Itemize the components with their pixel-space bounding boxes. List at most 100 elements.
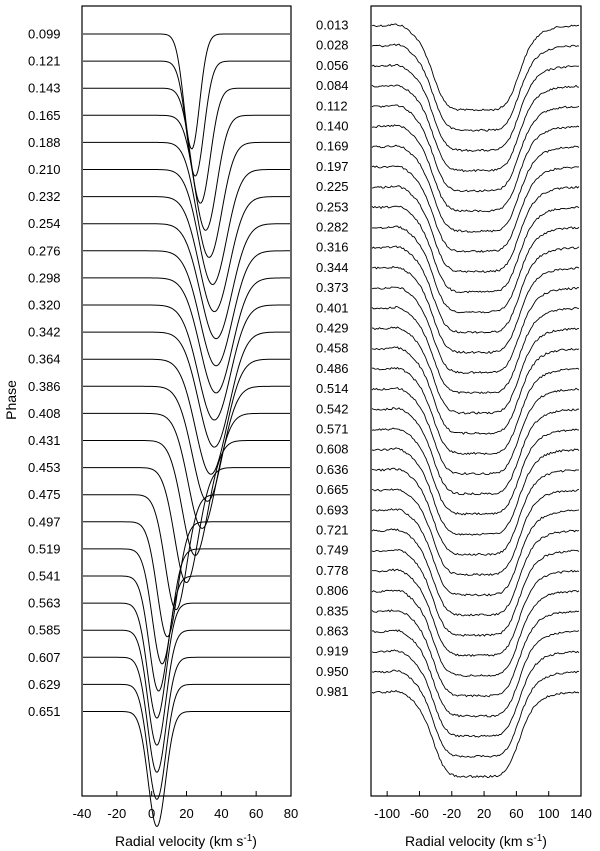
right-profile-line — [371, 366, 580, 455]
left-phase-label: 0.143 — [28, 81, 61, 96]
left-phase-labels: 0.099 0.121 0.143 0.165 0.188 0.210 0.232 0.254… — [28, 27, 61, 720]
left-phase-label: 0.497 — [28, 514, 61, 529]
left-profile-line — [83, 602, 290, 719]
left-phase-label: 0.585 — [28, 623, 61, 638]
right-profile-line — [371, 144, 580, 233]
left-phase-label: 0.298 — [28, 270, 61, 285]
right-x-tick-label: -60 — [410, 806, 429, 821]
right-profile-line — [371, 649, 580, 738]
right-profile-line — [371, 286, 580, 374]
left-phase-label: 0.651 — [28, 704, 61, 719]
right-phase-label: 0.542 — [316, 401, 349, 416]
left-x-tick-label: -20 — [107, 806, 126, 821]
left-phase-label: 0.431 — [28, 433, 61, 448]
left-phase-label: 0.121 — [28, 54, 61, 69]
right-x-tick-label: 100 — [538, 806, 560, 821]
right-profile-line — [371, 387, 580, 475]
left-profile-line — [83, 196, 290, 313]
right-x-axis-title: Radial velocity (km s-1) — [405, 833, 547, 849]
right-profile-line — [371, 629, 580, 718]
right-profile-line — [371, 427, 579, 516]
right-phase-label: 0.778 — [316, 563, 349, 578]
left-phase-label: 0.607 — [28, 650, 61, 665]
right-profile-line — [371, 326, 580, 415]
left-profile-line — [83, 304, 290, 421]
left-profile-line — [83, 358, 290, 475]
right-profile-line — [371, 488, 580, 576]
left-phase-label: 0.165 — [28, 108, 61, 123]
right-profile-line — [371, 548, 580, 637]
left-panel: 0.099 0.121 0.143 0.165 0.188 0.210 0.232 0.254… — [28, 5, 298, 849]
right-phase-label: 0.721 — [316, 523, 349, 538]
left-phase-label: 0.475 — [28, 487, 61, 502]
left-x-tick-label: -40 — [73, 806, 92, 821]
right-phase-label: 0.514 — [316, 381, 349, 396]
right-plot-frame — [370, 5, 582, 797]
right-phase-label: 0.140 — [316, 119, 349, 134]
right-profile-line — [371, 467, 580, 556]
left-profile-line — [83, 467, 290, 583]
right-profile-line — [371, 689, 580, 779]
right-profile-line — [371, 84, 580, 173]
right-profile-line — [371, 23, 580, 112]
left-profile-line — [83, 223, 290, 340]
left-profile-line — [83, 277, 290, 394]
right-profile-line — [371, 589, 580, 677]
right-x-axis: -100 -60 -20 20 60 100 140 — [374, 791, 592, 821]
right-phase-label: 0.571 — [316, 422, 349, 437]
right-phase-label: 0.806 — [316, 583, 349, 598]
left-x-tick-label: 60 — [249, 806, 263, 821]
left-phase-label: 0.188 — [28, 135, 61, 150]
left-x-tick-label: 20 — [179, 806, 193, 821]
right-phase-label: 0.950 — [316, 664, 349, 679]
left-profile-line — [83, 250, 290, 367]
left-x-axis-title: Radial velocity (km s-1) — [115, 833, 257, 849]
right-x-tick-label: -20 — [442, 806, 461, 821]
left-profile-line — [83, 87, 290, 204]
left-phase-label: 0.276 — [28, 243, 61, 258]
right-profile-line — [371, 265, 580, 354]
left-profile-line — [83, 114, 290, 231]
right-phase-label: 0.028 — [316, 38, 349, 53]
right-phase-label: 0.749 — [316, 543, 349, 558]
left-profile-line — [83, 711, 290, 828]
left-profile-line — [83, 385, 290, 502]
left-profile-line — [83, 141, 290, 258]
left-x-axis: -40 -20 0 20 40 60 80 — [73, 791, 298, 821]
right-profile-line — [371, 185, 580, 274]
right-phase-label: 0.169 — [316, 139, 349, 154]
right-phase-label: 0.197 — [316, 159, 349, 174]
y-axis-title: Phase — [3, 380, 19, 420]
left-phase-label: 0.541 — [28, 569, 61, 584]
right-profile-line — [371, 104, 580, 193]
left-phase-label: 0.342 — [28, 325, 61, 340]
right-phase-label: 0.401 — [316, 300, 349, 315]
left-phase-label: 0.386 — [28, 379, 61, 394]
right-phase-label: 0.013 — [316, 18, 349, 33]
right-profile-lines — [371, 23, 580, 779]
right-profile-line — [371, 305, 580, 395]
right-phase-label: 0.486 — [316, 361, 349, 376]
left-x-tick-label: 0 — [148, 806, 155, 821]
right-phase-label: 0.863 — [316, 624, 349, 639]
right-profile-line — [371, 43, 580, 132]
right-profile-line — [371, 669, 580, 758]
left-phase-label: 0.563 — [28, 596, 61, 611]
right-x-tick-label: 60 — [509, 806, 523, 821]
left-profile-line — [83, 60, 290, 177]
left-x-tick-label: 40 — [214, 806, 228, 821]
left-phase-label: 0.320 — [28, 298, 61, 313]
left-profile-line — [83, 169, 290, 285]
left-phase-label: 0.364 — [28, 352, 61, 367]
left-profile-lines — [83, 33, 290, 828]
right-profile-line — [371, 245, 580, 334]
left-profile-line — [83, 331, 290, 448]
right-phase-label: 0.429 — [316, 321, 349, 336]
right-profile-line — [371, 63, 580, 152]
left-profile-line — [83, 412, 290, 529]
right-phase-label: 0.084 — [316, 78, 349, 93]
right-phase-label: 0.919 — [316, 644, 349, 659]
right-panel: 0.013 0.028 0.056 0.084 0.112 0.140 0.169 0.197… — [316, 5, 592, 849]
left-phase-label: 0.232 — [28, 189, 61, 204]
left-profile-line — [83, 33, 290, 150]
